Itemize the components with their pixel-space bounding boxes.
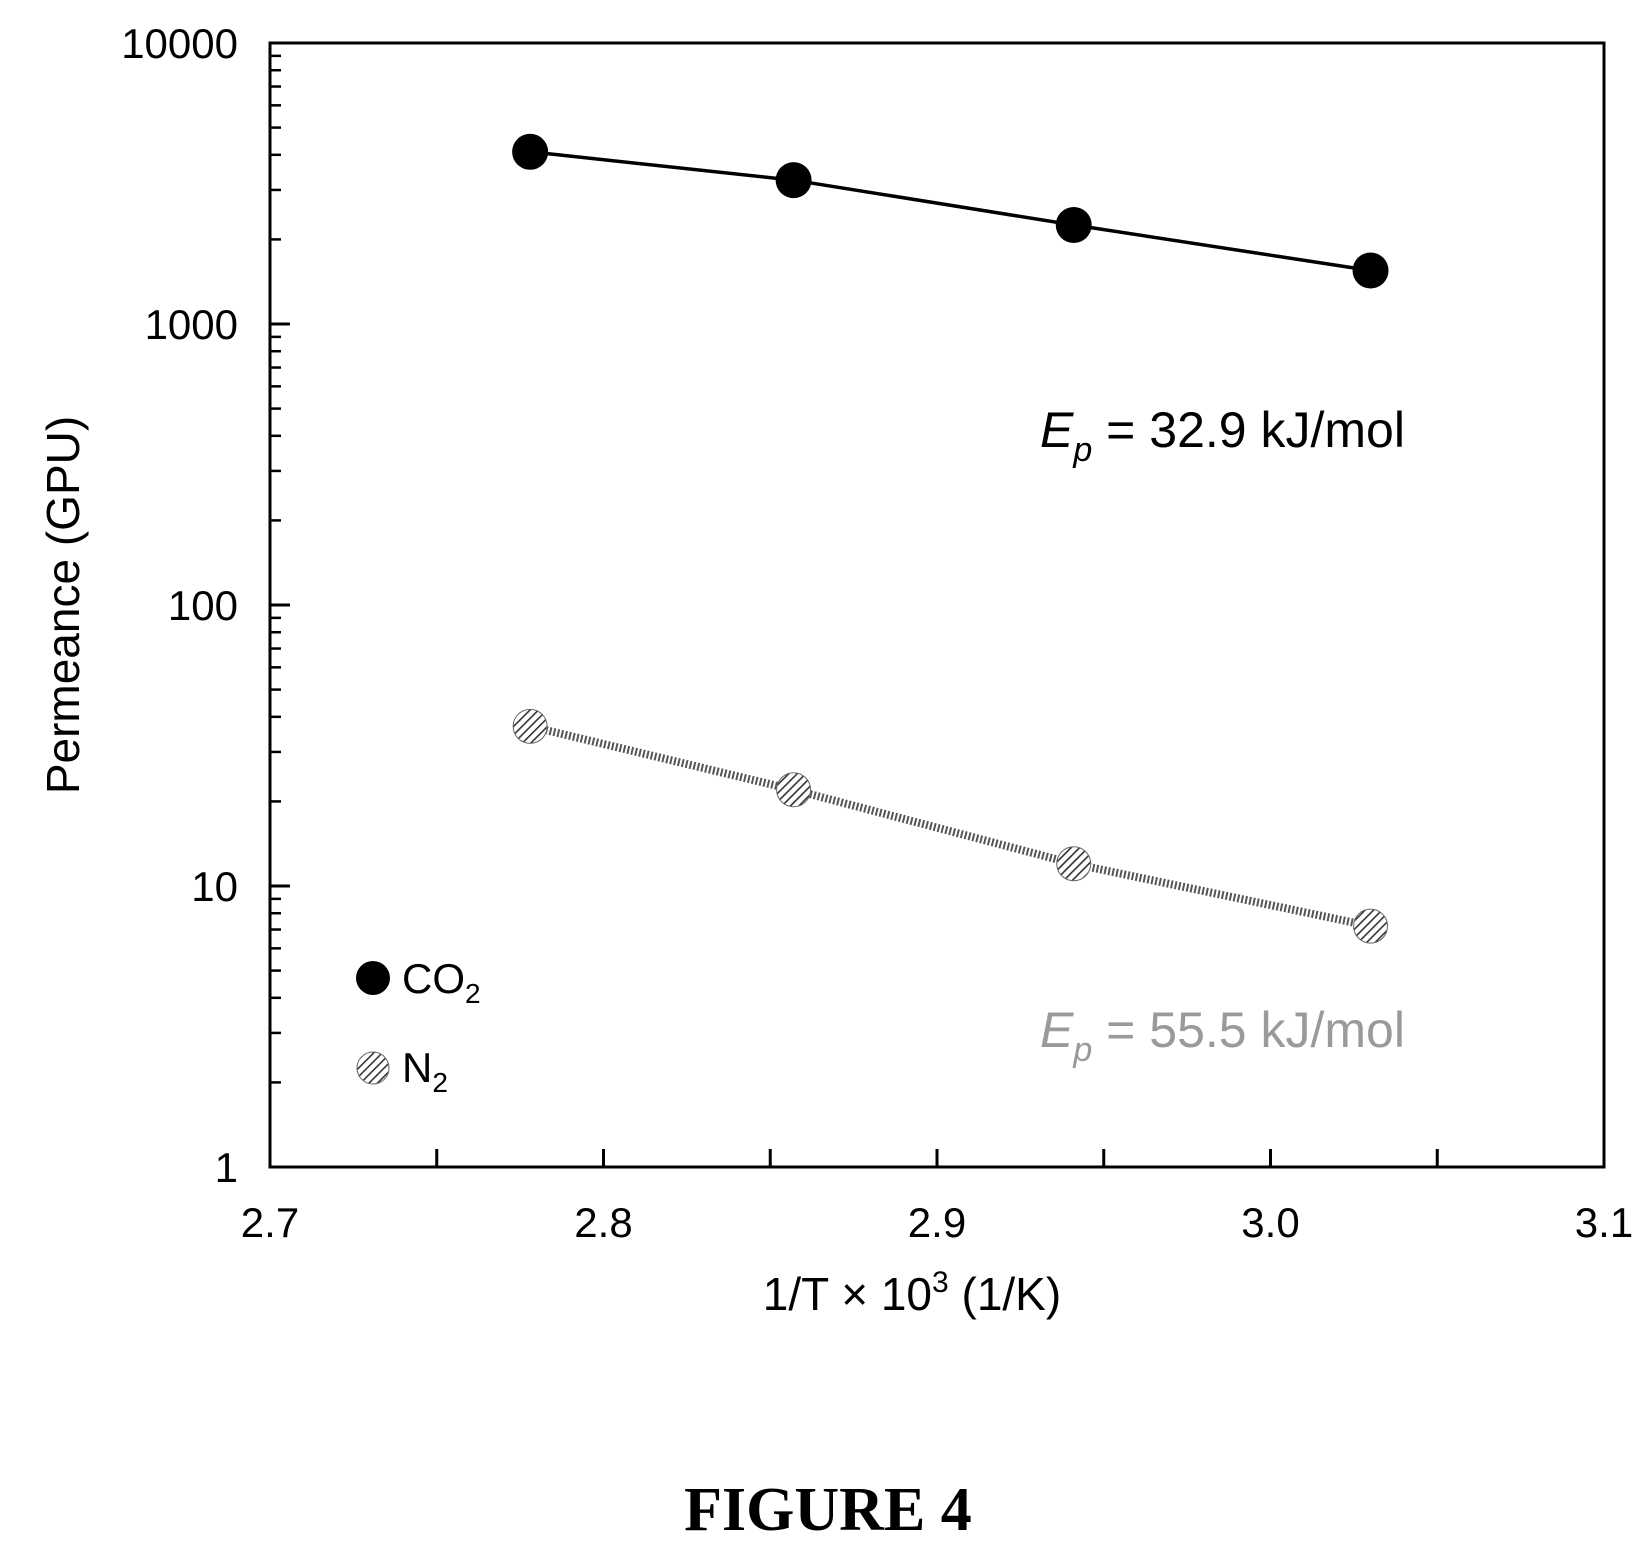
x-tick-label: 2.8	[574, 1199, 632, 1246]
y-axis-tick-labels: 1 10 100 1000 10000	[121, 20, 238, 1191]
x-axis-title-superscript: 3	[932, 1266, 949, 1299]
annotation-co2-activation-energy: Ep = 32.9 kJ/mol	[1040, 402, 1405, 469]
x-tick-label: 2.9	[908, 1199, 966, 1246]
x-axis-ticks	[268, 1149, 1606, 1167]
data-point-co2	[1055, 207, 1092, 244]
y-axis-title: Permeance (GPU)	[37, 416, 89, 794]
data-point-co2	[512, 133, 549, 170]
legend-item-n2: N2	[356, 1044, 448, 1098]
x-tick-label: 3.0	[1241, 1199, 1299, 1246]
data-point-n2	[1056, 846, 1092, 882]
data-point-co2	[1352, 252, 1389, 289]
legend-label-co2: CO2	[402, 955, 481, 1009]
legend: CO2 N2	[356, 955, 481, 1098]
data-point-n2	[512, 708, 548, 744]
x-axis-tick-labels: 2.7 2.8 2.9 3.0 3.1	[241, 1199, 1633, 1246]
data-point-co2	[775, 162, 812, 199]
series-line-co2	[529, 150, 1371, 273]
y-tick-label: 100	[168, 582, 238, 629]
series-line-n2	[529, 722, 1372, 931]
y-axis-ticks	[270, 54, 290, 1169]
data-point-n2	[1353, 908, 1389, 944]
data-point-n2	[776, 772, 812, 808]
series-layer	[512, 133, 1389, 944]
x-axis-title: 1/T × 103 (1/K)	[763, 1266, 1061, 1320]
x-axis-title-main: 1/T × 10	[763, 1268, 932, 1320]
y-tick-label: 1000	[145, 301, 238, 348]
legend-item-co2: CO2	[356, 955, 481, 1009]
y-tick-label: 1	[215, 1144, 238, 1191]
legend-marker-n2	[356, 1051, 390, 1085]
annotation-n2-activation-energy: Ep = 55.5 kJ/mol	[1040, 1002, 1405, 1069]
y-tick-label: 10000	[121, 20, 238, 67]
legend-label-n2: N2	[402, 1044, 448, 1098]
legend-marker-co2	[356, 961, 390, 995]
x-axis-title-unit: (1/K)	[949, 1268, 1061, 1320]
x-tick-label: 2.7	[241, 1199, 299, 1246]
y-tick-label: 10	[191, 863, 238, 910]
figure-caption: FIGURE 4	[684, 1476, 972, 1544]
x-tick-label: 3.1	[1575, 1199, 1633, 1246]
